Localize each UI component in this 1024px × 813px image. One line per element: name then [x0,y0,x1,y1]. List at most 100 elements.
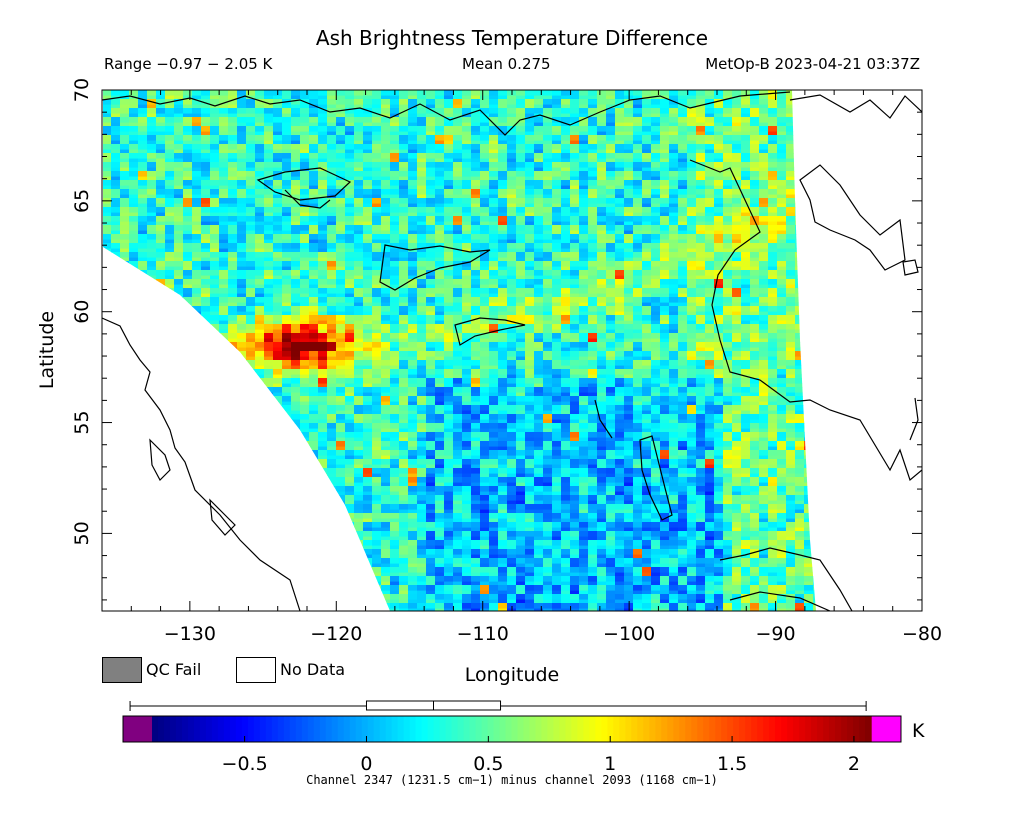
heatmap-cell [579,248,589,253]
heatmap-cell [606,302,616,307]
heatmap-cell [408,234,418,241]
heatmap-cell [417,153,427,160]
heatmap-cell [147,225,157,232]
heatmap-cell [417,311,427,316]
heatmap-cell [201,149,211,154]
heatmap-cell [345,320,355,325]
heatmap-cell [741,243,751,250]
heatmap-cell [696,167,706,172]
heatmap-cell [327,239,337,244]
heatmap-cell [570,203,580,208]
heatmap-cell [417,207,427,214]
heatmap-cell [579,198,589,205]
heatmap-cell [264,243,274,250]
heatmap-cell [561,194,571,199]
heatmap-cell [264,338,274,343]
heatmap-cell [615,126,625,133]
heatmap-cell [426,95,436,100]
heatmap-cell [300,297,310,304]
heatmap-cell [606,131,616,136]
heatmap-cell [273,329,283,334]
heatmap-cell [795,207,805,214]
heatmap-cell [759,257,769,262]
heatmap-cell [219,311,229,316]
heatmap-cell [642,297,652,304]
heatmap-cell [201,266,211,271]
heatmap-cell [579,189,589,196]
heatmap-cell [741,293,751,298]
heatmap-cell [678,126,688,133]
heatmap-cell [543,284,553,289]
heatmap-cell [156,207,166,214]
heatmap-cell [444,302,454,307]
heatmap-cell [129,104,139,109]
heatmap-cell [534,342,544,349]
heatmap-cell [696,311,706,316]
heatmap-cell [111,117,121,124]
heatmap-cell [624,230,634,235]
heatmap-cell [147,230,157,235]
heatmap-cell [480,252,490,259]
heatmap-cell [516,149,526,154]
heatmap-cell [768,257,778,262]
heatmap-cell [534,261,544,268]
heatmap-cell [588,126,598,133]
heatmap-cell [390,234,400,241]
heatmap-cell [570,365,580,370]
heatmap-cell [669,243,679,250]
heatmap-cell [435,234,445,241]
heatmap-cell [714,149,724,154]
heatmap-cell [372,135,382,142]
heatmap-cell [606,126,616,133]
heatmap-cell [507,338,517,343]
heatmap-cell [525,342,535,349]
heatmap-cell [291,311,301,316]
heatmap-cell [237,351,247,358]
heatmap-cell [732,122,742,127]
heatmap-cell [165,351,175,358]
heatmap-cell [273,122,283,127]
heatmap-cell [363,234,373,241]
heatmap-cell [678,293,688,298]
heatmap-cell [543,266,553,271]
heatmap-cell [651,279,661,286]
heatmap-cell [354,297,364,304]
heatmap-cell [804,275,814,280]
heatmap-cell [480,324,490,331]
heatmap-cell [516,230,526,235]
heatmap-cell [156,293,166,298]
heatmap-cell [561,189,571,196]
heatmap-cell [120,306,130,313]
heatmap-cell [777,315,787,322]
heatmap-cell [111,153,121,160]
heatmap-cell [714,117,724,124]
heatmap-cell [489,230,499,235]
heatmap-cell [228,126,238,133]
heatmap-cell [561,207,571,214]
heatmap-cell [588,149,598,154]
heatmap-cell [345,261,355,268]
heatmap-cell [201,243,211,250]
heatmap-cell [615,212,625,217]
heatmap-cell [318,207,328,214]
heatmap-cell [507,221,517,226]
heatmap-cell [363,338,373,343]
heatmap-cell [210,104,220,109]
heatmap-cell [750,189,760,196]
heatmap-cell [111,167,121,172]
heatmap-cell [103,324,112,331]
heatmap-cell [264,144,274,151]
heatmap-cell [462,149,472,154]
heatmap-cell [147,95,157,100]
heatmap-cell [741,162,751,169]
heatmap-cell [147,360,157,367]
heatmap-cell [498,185,508,190]
heatmap-cell [651,315,661,322]
heatmap-cell [156,171,166,178]
heatmap-cell [354,198,364,205]
heatmap-cell [669,158,679,163]
heatmap-cell [318,162,328,169]
heatmap-cell [426,176,436,181]
heatmap-cell [507,293,517,298]
heatmap-cell [120,144,130,151]
